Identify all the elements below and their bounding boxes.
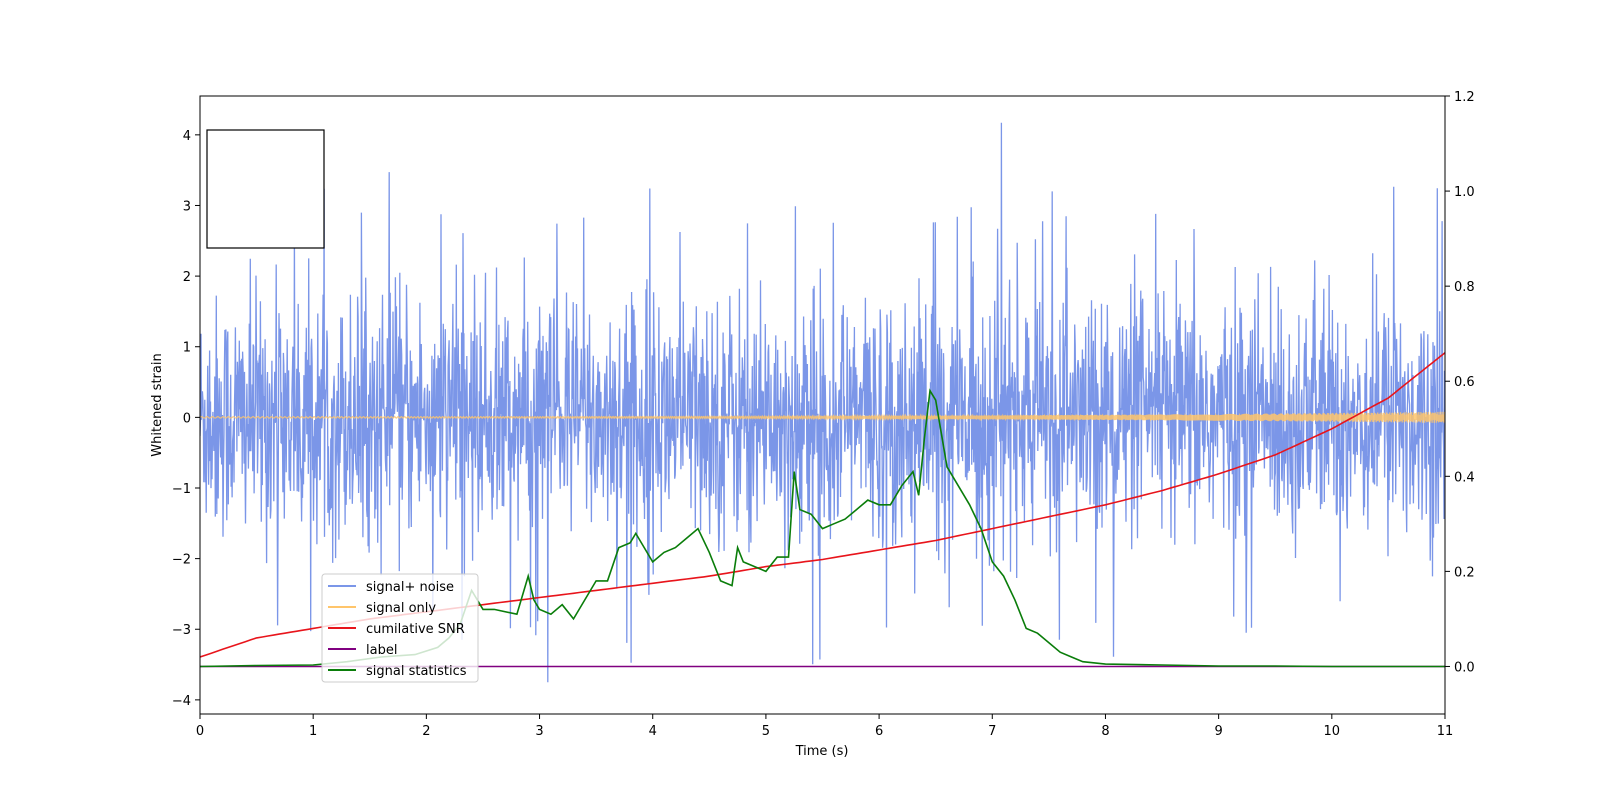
y-tick-label: −4: [172, 694, 191, 709]
annotation-frame: [206, 129, 325, 249]
y-tick-label: 4: [183, 129, 191, 144]
y2-tick-label: 1.0: [1454, 185, 1475, 200]
series-line-signal-only: [200, 411, 1445, 423]
legend-label: cumilative SNR: [366, 622, 465, 637]
x-tick-label: 8: [1101, 724, 1109, 739]
annotation-box: SNRopt=2.82Mc=4.92SNRMF=[4.5]CSNR=2.82Tm…: [206, 129, 325, 249]
series-line-signal-statistics: [200, 388, 1445, 668]
plot-frame: [199, 95, 1446, 715]
y2-tick-label: 0.4: [1454, 470, 1475, 485]
y-axis-left: −4 −3 −2 −1 0 1 2 3 4: [172, 129, 200, 709]
legend: signal+ noise signal only cumilative SNR la…: [321, 573, 479, 683]
y-tick-label: −1: [172, 482, 191, 497]
x-tick-label: 6: [875, 724, 883, 739]
y-tick-label: 3: [183, 199, 191, 214]
y-axis-label: Whitened strain: [150, 353, 165, 456]
y2-tick-label: 0.8: [1454, 280, 1475, 295]
x-axis: 0 1 2 3 4 5 6 7 8 9 10 11: [196, 714, 1453, 739]
x-tick-label: 11: [1437, 724, 1454, 739]
legend-label: signal statistics: [366, 664, 467, 679]
x-tick-label: 5: [762, 724, 770, 739]
series-line-signal-noise: [200, 122, 1445, 683]
x-tick-label: 2: [422, 724, 430, 739]
x-tick-label: 7: [988, 724, 996, 739]
x-tick-label: 4: [649, 724, 657, 739]
y2-tick-label: 1.2: [1454, 90, 1475, 105]
legend-label: signal only: [366, 601, 436, 616]
y2-tick-label: 0.0: [1454, 660, 1475, 675]
x-tick-label: 9: [1214, 724, 1222, 739]
x-tick-label: 10: [1324, 724, 1341, 739]
x-tick-label: 3: [535, 724, 543, 739]
y2-tick-label: 0.2: [1454, 565, 1475, 580]
legend-label: signal+ noise: [366, 580, 454, 595]
x-tick-label: 0: [196, 724, 204, 739]
legend-frame: [321, 573, 479, 683]
x-axis-label: Time (s): [795, 744, 849, 759]
y-tick-label: 2: [183, 270, 191, 285]
y2-tick-label: 0.6: [1454, 375, 1475, 390]
y-tick-label: −2: [172, 553, 191, 568]
legend-label: label: [366, 643, 397, 658]
x-tick-label: 1: [309, 724, 317, 739]
y-tick-label: 1: [183, 341, 191, 356]
y-axis-right: 0.0 0.2 0.4 0.6 0.8 1.0 1.2: [1445, 90, 1475, 675]
y-tick-label: −3: [172, 623, 191, 638]
y-tick-label: 0: [183, 411, 191, 426]
